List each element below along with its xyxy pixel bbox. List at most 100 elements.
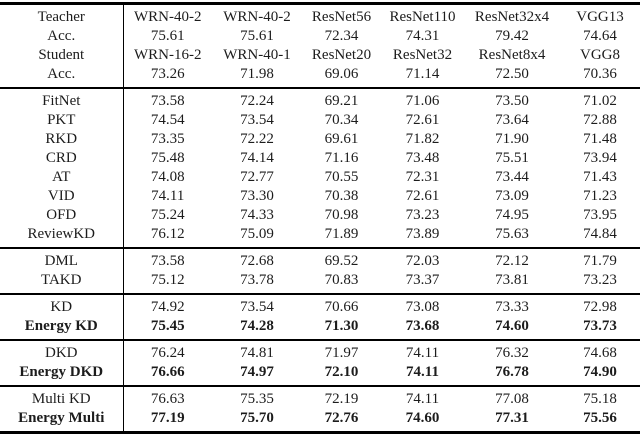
- accuracy-cell: 71.79: [583, 253, 617, 269]
- accuracy-cell: 71.43: [583, 169, 617, 185]
- table-row: DML 73.58 72.68 69.52 72.03 72.12 71.79: [0, 248, 640, 271]
- header-cell: 72.34: [324, 28, 359, 44]
- accuracy-cell: 73.95: [583, 207, 617, 223]
- header-cell: ResNet32: [392, 47, 453, 63]
- table-section: DML 73.58 72.68 69.52 72.03 72.12 71.79 TAKD 75.…: [0, 248, 640, 294]
- accuracy-cell: 70.83: [324, 272, 359, 288]
- accuracy-cell: 71.06: [405, 93, 440, 109]
- header-cell: 70.36: [583, 66, 617, 82]
- table-row: ReviewKD 76.12 75.09 71.89 73.89 75.63 74.84: [0, 225, 640, 248]
- accuracy-cell: 73.37: [405, 272, 440, 288]
- accuracy-cell: 77.19: [150, 410, 185, 426]
- method-label: DML: [0, 248, 124, 271]
- header-cell: VGG13: [576, 9, 624, 25]
- header-cell: 72.50: [495, 66, 529, 82]
- table-section: KD 74.92 73.54 70.66 73.08 73.33 72.98 Energy K…: [0, 294, 640, 340]
- accuracy-cell: 69.21: [324, 93, 359, 109]
- table-row: VID 74.11 73.30 70.38 72.61 73.09 71.23: [0, 187, 640, 206]
- accuracy-cell: 74.11: [405, 391, 440, 407]
- header-row-label: Acc.: [0, 27, 124, 46]
- header-cell: ResNet56: [311, 9, 372, 25]
- accuracy-cell: 72.31: [405, 169, 440, 185]
- accuracy-cell: 73.50: [495, 93, 529, 109]
- accuracy-cell: 73.09: [495, 188, 529, 204]
- method-label: VID: [0, 187, 124, 206]
- table-row: TAKD 75.12 73.78 70.83 73.37 73.81 73.23: [0, 271, 640, 294]
- method-label: PKT: [0, 111, 124, 130]
- accuracy-cell: 73.54: [240, 112, 274, 128]
- accuracy-cell: 72.88: [583, 112, 617, 128]
- header-cell: 73.26: [150, 66, 185, 82]
- table-row: FitNet 73.58 72.24 69.21 71.06 73.50 71.02: [0, 88, 640, 111]
- header-cell: 69.06: [324, 66, 359, 82]
- method-label: Energy DKD: [0, 363, 124, 386]
- accuracy-cell: 74.81: [240, 345, 274, 361]
- accuracy-cell: 70.34: [324, 112, 359, 128]
- accuracy-cell: 74.90: [583, 364, 617, 380]
- table-row: Energy KD 75.45 74.28 71.30 73.68 74.60 73.73: [0, 317, 640, 340]
- accuracy-cell: 76.78: [495, 364, 529, 380]
- accuracy-cell: 74.11: [406, 364, 439, 380]
- accuracy-cell: 77.08: [495, 391, 529, 407]
- accuracy-cell: 77.31: [495, 410, 529, 426]
- method-label: Multi KD: [0, 386, 124, 409]
- accuracy-cell: 72.76: [324, 410, 359, 426]
- accuracy-cell: 73.23: [583, 272, 617, 288]
- table-header: Teacher WRN-40-2 WRN-40-2 ResNet56 ResNet110…: [0, 3, 640, 88]
- accuracy-cell: 74.84: [583, 226, 617, 242]
- accuracy-cell: 73.89: [405, 226, 440, 242]
- method-label: Energy KD: [0, 317, 124, 340]
- header-cell: 75.61: [150, 28, 185, 44]
- accuracy-cell: 73.48: [405, 150, 440, 166]
- method-label: AT: [0, 168, 124, 187]
- accuracy-cell: 72.77: [240, 169, 274, 185]
- method-label: OFD: [0, 206, 124, 225]
- accuracy-cell: 76.66: [150, 364, 185, 380]
- accuracy-cell: 71.16: [324, 150, 359, 166]
- accuracy-cell: 74.60: [405, 410, 440, 426]
- accuracy-cell: 73.64: [495, 112, 529, 128]
- accuracy-cell: 71.82: [405, 131, 440, 147]
- accuracy-cell: 74.14: [240, 150, 274, 166]
- accuracy-cell: 75.45: [150, 318, 185, 334]
- table-row: DKD 76.24 74.81 71.97 74.11 76.32 74.68: [0, 340, 640, 363]
- table-row: PKT 74.54 73.54 70.34 72.61 73.64 72.88: [0, 111, 640, 130]
- accuracy-cell: 74.54: [150, 112, 185, 128]
- accuracy-cell: 70.38: [324, 188, 359, 204]
- accuracy-cell: 72.98: [583, 299, 617, 315]
- accuracy-cell: 74.92: [150, 299, 185, 315]
- accuracy-cell: 76.12: [150, 226, 185, 242]
- accuracy-cell: 74.97: [240, 364, 274, 380]
- table-row: RKD 73.35 72.22 69.61 71.82 71.90 71.48: [0, 130, 640, 149]
- accuracy-cell: 71.30: [324, 318, 359, 334]
- header-cell: 71.98: [240, 66, 274, 82]
- header-row: Teacher WRN-40-2 WRN-40-2 ResNet56 ResNet110…: [0, 3, 640, 27]
- accuracy-cell: 76.32: [495, 345, 529, 361]
- accuracy-cell: 71.02: [583, 93, 617, 109]
- method-label: RKD: [0, 130, 124, 149]
- accuracy-cell: 74.28: [240, 318, 274, 334]
- accuracy-cell: 71.89: [324, 226, 359, 242]
- header-row-label: Student: [0, 46, 124, 65]
- accuracy-cell: 72.19: [324, 391, 359, 407]
- header-row-label: Teacher: [0, 3, 124, 27]
- accuracy-cell: 76.24: [150, 345, 185, 361]
- accuracy-cell: 74.60: [495, 318, 529, 334]
- accuracy-cell: 73.94: [583, 150, 617, 166]
- header-cell: VGG8: [580, 47, 620, 63]
- method-label: TAKD: [0, 271, 124, 294]
- accuracy-cell: 76.63: [150, 391, 185, 407]
- accuracy-cell: 72.24: [240, 93, 274, 109]
- accuracy-cell: 70.55: [324, 169, 359, 185]
- method-label: FitNet: [0, 88, 124, 111]
- accuracy-cell: 73.33: [495, 299, 529, 315]
- accuracy-cell: 71.97: [324, 345, 359, 361]
- accuracy-cell: 75.63: [495, 226, 529, 242]
- table-row: Energy Multi 77.19 75.70 72.76 74.60 77.31 75.…: [0, 409, 640, 433]
- accuracy-cell: 75.18: [583, 391, 617, 407]
- header-cell: ResNet20: [311, 47, 372, 63]
- accuracy-cell: 71.23: [583, 188, 617, 204]
- header-row-label: Acc.: [0, 65, 124, 88]
